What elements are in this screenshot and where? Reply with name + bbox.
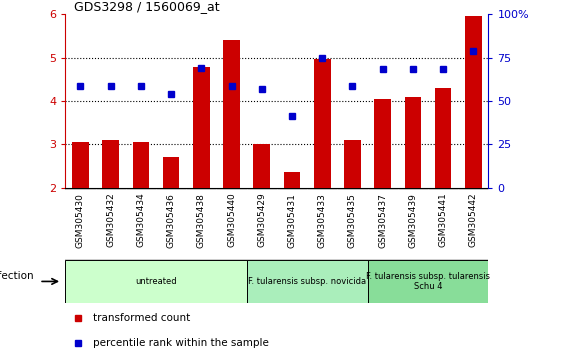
Bar	[193, 67, 210, 188]
Text: GSM305435: GSM305435	[348, 193, 357, 247]
Text: untreated: untreated	[135, 277, 177, 286]
Text: GSM305442: GSM305442	[469, 193, 478, 247]
Text: GSM305432: GSM305432	[106, 193, 115, 247]
Bar	[132, 142, 149, 188]
Text: GSM305441: GSM305441	[438, 193, 448, 247]
Bar	[253, 144, 270, 188]
Bar	[435, 88, 452, 188]
Text: percentile rank within the sample: percentile rank within the sample	[93, 338, 269, 348]
Bar	[72, 142, 89, 188]
Bar	[223, 40, 240, 188]
Text: F. tularensis subsp. tularensis
Schu 4: F. tularensis subsp. tularensis Schu 4	[366, 272, 490, 291]
Bar	[367, 260, 488, 303]
Bar	[102, 140, 119, 188]
Bar	[65, 260, 247, 303]
Bar	[247, 260, 367, 303]
Bar	[314, 59, 331, 188]
Bar	[283, 172, 300, 188]
Text: GSM305430: GSM305430	[76, 193, 85, 247]
Text: GSM305433: GSM305433	[318, 193, 327, 247]
Text: transformed count: transformed count	[93, 313, 190, 323]
Text: GDS3298 / 1560069_at: GDS3298 / 1560069_at	[74, 0, 219, 13]
Text: GSM305431: GSM305431	[287, 193, 296, 247]
Text: infection: infection	[0, 271, 34, 281]
Text: GSM305437: GSM305437	[378, 193, 387, 247]
Text: GSM305434: GSM305434	[136, 193, 145, 247]
Bar	[344, 140, 361, 188]
Text: F. tularensis subsp. novicida: F. tularensis subsp. novicida	[248, 277, 366, 286]
Bar	[404, 97, 421, 188]
Bar	[374, 99, 391, 188]
Text: GSM305429: GSM305429	[257, 193, 266, 247]
Text: GSM305440: GSM305440	[227, 193, 236, 247]
Text: GSM305439: GSM305439	[408, 193, 417, 247]
Bar	[163, 157, 179, 188]
Text: GSM305436: GSM305436	[166, 193, 176, 247]
Bar	[465, 16, 482, 188]
Text: GSM305438: GSM305438	[197, 193, 206, 247]
